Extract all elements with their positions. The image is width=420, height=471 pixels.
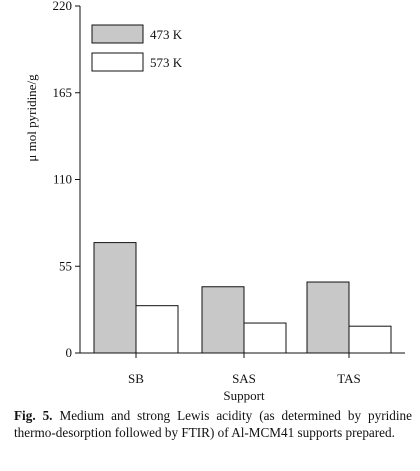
x-tick-label: SB xyxy=(128,371,144,386)
x-tick-label: TAS xyxy=(337,371,361,386)
y-tick-label: 55 xyxy=(59,258,72,273)
bar-573-k-sb xyxy=(135,305,179,354)
caption-text: Medium and strong Lewis acidity (as dete… xyxy=(14,408,412,440)
bars xyxy=(93,242,392,354)
legend: 473 K 573 K xyxy=(91,24,183,72)
y-tick-label: 165 xyxy=(53,85,73,100)
bar-573-k-tas xyxy=(348,325,392,354)
bar-chart: 0 55 110 165 220 SB SAS TAS 473 K 573 K μ mol p… xyxy=(24,0,405,403)
x-axis: SB SAS TAS xyxy=(80,352,405,386)
legend-label: 573 K xyxy=(150,55,183,70)
x-tick-label: SAS xyxy=(232,371,256,386)
bar-473-k-sas xyxy=(201,286,245,354)
y-axis: 0 55 110 165 220 xyxy=(53,0,81,360)
bar-473-k-tas xyxy=(306,281,350,354)
legend-label: 473 K xyxy=(150,27,183,42)
legend-swatch xyxy=(91,52,144,72)
bar-473-k-sb xyxy=(93,242,137,354)
y-tick-label: 220 xyxy=(53,0,73,13)
y-tick-label: 0 xyxy=(66,345,73,360)
y-tick-label: 110 xyxy=(53,172,72,187)
x-axis-label: Support xyxy=(223,388,265,403)
y-axis-label: μ mol pyridine/g xyxy=(24,74,39,162)
bar-573-k-sas xyxy=(243,322,287,354)
caption-label: Fig. 5. xyxy=(14,408,53,423)
figure-caption: Fig. 5. Medium and strong Lewis acidity … xyxy=(14,408,412,441)
legend-swatch xyxy=(91,24,144,44)
